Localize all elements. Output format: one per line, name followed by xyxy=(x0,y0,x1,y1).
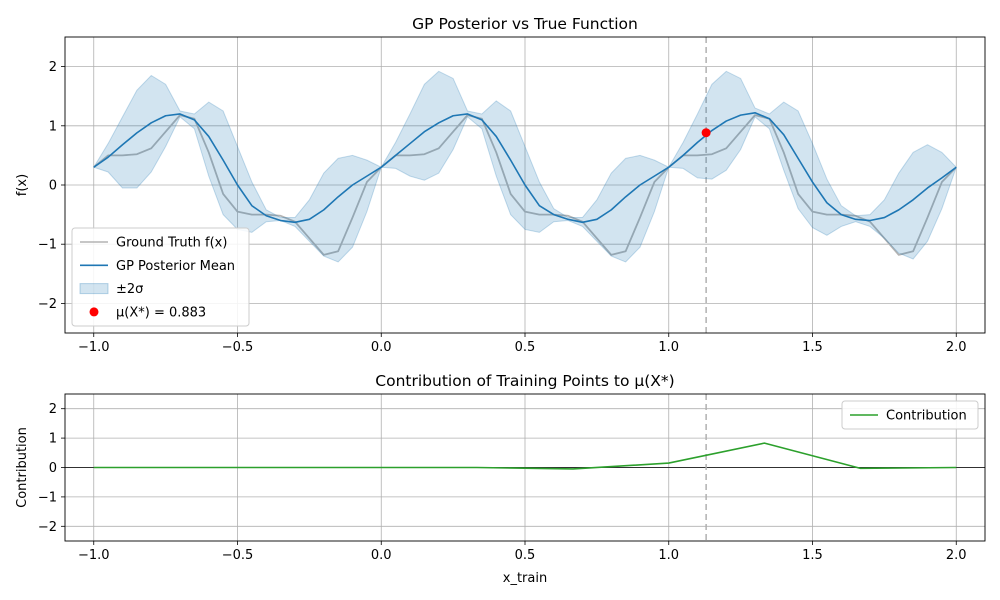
y-tick-label: 1 xyxy=(49,119,57,134)
x-tick-label: 0.5 xyxy=(515,340,536,355)
x-tick-label: 2.0 xyxy=(946,340,967,355)
legend-box xyxy=(71,227,250,327)
legend-label: Ground Truth f(x) xyxy=(116,236,227,251)
y-tick-label: −2 xyxy=(38,520,57,535)
y-tick-label: −2 xyxy=(38,297,57,312)
x-tick-label: −1.0 xyxy=(78,340,110,355)
x-axis-label: x_train xyxy=(503,571,547,586)
x-tick-label: −1.0 xyxy=(78,548,110,563)
x-tick-label: 1.0 xyxy=(658,340,679,355)
contribution-line xyxy=(93,442,957,470)
y-tick-label: 2 xyxy=(49,402,57,417)
contribution-panel: −1.0 −0.5 0.0 0.5 1.0 1.5 2.0 −2 −1 0 1 2 Contributi… xyxy=(15,372,986,586)
confidence-band-2sigma xyxy=(92,70,957,263)
legend-label: GP Posterior Mean xyxy=(116,259,235,274)
chart-title: Contribution of Training Points to μ(X*) xyxy=(375,372,674,390)
x-tick-label: 1.5 xyxy=(802,340,823,355)
y-tick-label: 0 xyxy=(49,461,57,476)
y-axis-label: Contribution xyxy=(15,427,30,508)
y-tick-label: −1 xyxy=(38,490,57,505)
x-tick-label: −0.5 xyxy=(222,340,254,355)
x-tick-label: 1.0 xyxy=(658,548,679,563)
legend-label: Contribution xyxy=(886,409,967,424)
x-tick-label: −0.5 xyxy=(222,548,254,563)
y-axis-label: f(x) xyxy=(15,174,30,196)
y-tick-label: −1 xyxy=(38,238,57,253)
x-tick-label: 0.0 xyxy=(371,340,392,355)
y-tick-label: 1 xyxy=(49,432,57,447)
legend-label: μ(X*) = 0.883 xyxy=(116,305,206,320)
y-tick-label: 2 xyxy=(49,60,57,75)
legend-band-swatch xyxy=(79,283,109,295)
x-tick-label: 0.5 xyxy=(515,548,536,563)
legend-box xyxy=(841,400,979,430)
x-tick-label: 0.0 xyxy=(371,548,392,563)
legend-point-swatch xyxy=(89,307,99,317)
chart-title: GP Posterior vs True Function xyxy=(412,15,638,33)
gp-posterior-mean-line xyxy=(93,111,957,224)
ground-truth-f-x-line xyxy=(93,114,957,256)
legend-label: ±2σ xyxy=(116,282,143,297)
y-tick-label: 0 xyxy=(49,179,57,194)
x-tick-label: 2.0 xyxy=(946,548,967,563)
x-tick-label: 1.5 xyxy=(802,548,823,563)
query-mean-point xyxy=(701,128,711,138)
legend: Ground Truth f(x) GP Posterior Mean ±2σ μ(X… xyxy=(71,227,250,327)
gp-posterior-panel: −1.0 −0.5 0.0 0.5 1.0 1.5 2.0 −2 −1 0 1 2 GP Posteri… xyxy=(15,15,986,355)
legend: Contribution xyxy=(841,400,979,430)
